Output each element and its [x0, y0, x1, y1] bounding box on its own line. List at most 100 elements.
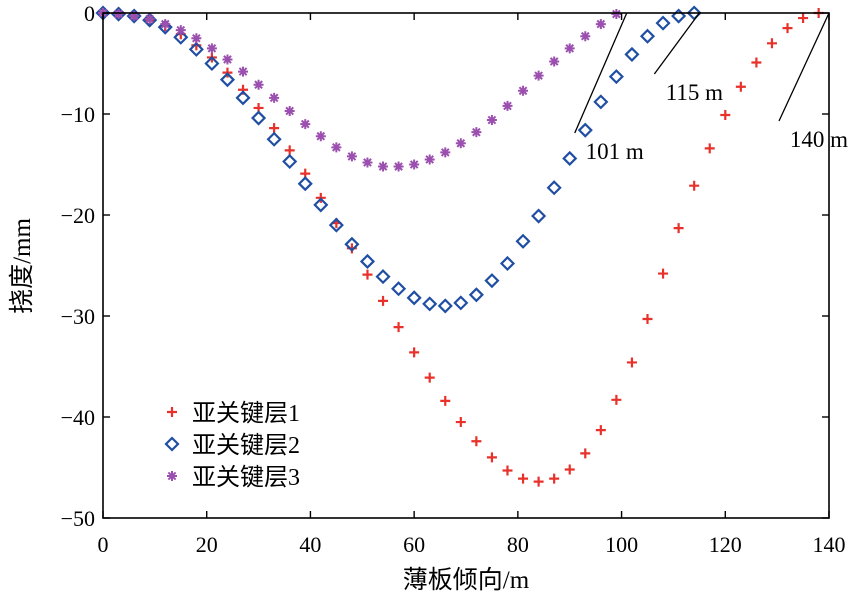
series-1-point	[673, 223, 684, 234]
series-2-point	[282, 153, 298, 170]
y-tick-label: −10	[61, 102, 95, 127]
series-3-point	[409, 159, 420, 170]
series-1-point	[518, 473, 529, 484]
series-3-point	[129, 11, 140, 22]
series-2-point	[562, 150, 578, 166]
series-1-point	[689, 180, 700, 191]
series-3-point	[113, 9, 124, 20]
series-1-point	[362, 269, 373, 280]
series-2-point	[593, 94, 609, 110]
series-1-point	[642, 314, 653, 325]
series-2-point	[313, 197, 329, 213]
series-1-point	[766, 38, 777, 49]
series-1-point	[751, 57, 762, 68]
series-2-point	[515, 233, 531, 249]
series-2-point	[391, 281, 407, 297]
series-3-point	[440, 147, 451, 158]
x-tick-label: 100	[605, 532, 638, 557]
legend-label-1: 亚关键层1	[192, 400, 300, 427]
series-2-point	[468, 287, 484, 303]
series-3-point	[564, 43, 575, 54]
y-axis-title: 挠度/mm	[8, 218, 36, 314]
series-2-point	[453, 295, 469, 311]
series-2-point	[173, 29, 189, 45]
series-2-point	[577, 122, 593, 138]
series-3-point	[580, 31, 591, 42]
annotation-leader	[653, 12, 700, 75]
y-tick-label: 0	[84, 1, 95, 26]
series-3-point	[346, 151, 357, 162]
series-1-point	[611, 394, 622, 405]
series-1-point	[595, 425, 606, 436]
legend-label-3: 亚关键层3	[192, 464, 300, 491]
series-3-point	[144, 14, 155, 25]
series-3-point	[502, 100, 513, 111]
series-1-point	[735, 81, 746, 92]
y-tick-label: −40	[61, 405, 95, 430]
series-3-point	[253, 79, 264, 90]
series-3-point	[533, 70, 544, 81]
annotation-label: 115 m	[666, 80, 723, 105]
y-tick-label: −50	[61, 506, 95, 531]
x-axis-title: 薄板倾向/m	[403, 566, 530, 594]
y-tick-label: −30	[61, 304, 95, 329]
annotation-leader	[778, 12, 830, 122]
x-tick-label: 40	[299, 532, 321, 557]
series-2-point	[251, 110, 267, 126]
series-2-point	[359, 253, 376, 270]
series-3-point	[518, 85, 529, 96]
series-2-point	[219, 72, 236, 88]
series-3-point	[315, 131, 326, 142]
x-tick-label: 140	[813, 532, 846, 557]
series-2-point	[297, 176, 313, 192]
series-1-point	[782, 23, 793, 34]
series-1-point	[658, 268, 669, 279]
series-2-point	[671, 8, 687, 24]
series-2-point	[531, 208, 547, 224]
legend-marker-1	[167, 407, 177, 417]
x-tick-labels: 0 20 40 60 80 100 120 140	[98, 532, 846, 557]
series-2-point	[639, 28, 656, 44]
series-2-point	[437, 298, 453, 314]
series-1-point	[720, 110, 731, 121]
series-2-point	[624, 46, 640, 62]
series-1-point	[798, 13, 809, 24]
series-3-point	[222, 54, 233, 65]
series-1-point	[378, 295, 389, 306]
series-3-point	[611, 9, 622, 20]
annotation-label: 140 m	[790, 127, 848, 152]
legend-label-2: 亚关键层2	[192, 432, 300, 459]
series-3-point	[284, 105, 295, 116]
series-1-point	[424, 372, 435, 383]
annotations: 101 m 115 m 140 m	[574, 12, 848, 164]
legend: 亚关键层1 亚关键层2 亚关键层3	[164, 400, 300, 491]
series-3-point	[595, 19, 606, 30]
series-3-point	[393, 161, 404, 172]
series-3-point	[160, 19, 171, 30]
y-tick-labels: 0 −10 −20 −30 −40 −50	[61, 1, 95, 531]
series-3-point	[300, 119, 311, 130]
series-1-point	[393, 322, 404, 333]
legend-marker-2	[164, 436, 180, 452]
x-tick-label: 0	[98, 532, 109, 557]
series-3-point	[486, 115, 497, 126]
series-1-point	[284, 145, 295, 156]
series-1-point	[409, 347, 420, 358]
series-2-point	[204, 55, 220, 72]
x-tick-label: 120	[709, 532, 742, 557]
series-1-point	[502, 465, 513, 476]
series-2-point	[157, 19, 173, 35]
series-1-point	[549, 473, 560, 484]
series-2-point	[126, 8, 142, 24]
series-3-point	[378, 161, 389, 172]
series-2-point	[484, 273, 500, 289]
series-3-point	[206, 43, 217, 54]
series-1-point	[269, 123, 280, 134]
series-2-point	[344, 236, 360, 252]
series-2-point	[608, 69, 624, 85]
x-tick-label: 60	[403, 532, 425, 557]
series-3-point	[191, 33, 202, 44]
series-3-point	[331, 142, 342, 153]
series-2-point	[235, 90, 251, 106]
